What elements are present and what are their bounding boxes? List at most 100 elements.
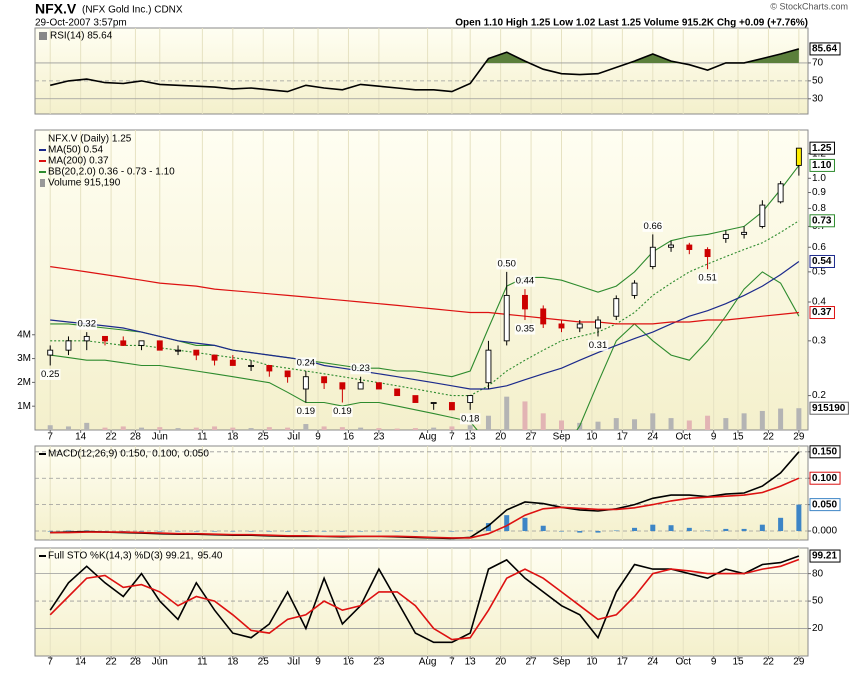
- y-tick-label: 0.000: [812, 526, 837, 537]
- symbol: NFX.V: [35, 1, 77, 17]
- histogram-bar: [759, 524, 765, 532]
- x-tick-label: 22: [106, 432, 118, 443]
- histogram-bar: [632, 527, 638, 532]
- x-tick-label: 7: [449, 657, 455, 668]
- candle-body: [777, 183, 784, 203]
- legend-label: 0.050: [184, 449, 209, 460]
- histogram-bar: [778, 517, 784, 532]
- histogram-bar: [47, 531, 53, 532]
- candle-body: [156, 340, 163, 351]
- candle-body: [522, 294, 528, 310]
- x-tick-label: 28: [130, 432, 142, 443]
- volume-bar: [303, 424, 309, 430]
- volume-bar: [723, 418, 729, 430]
- x-tick-label: Sep: [553, 432, 571, 443]
- price-annotation: 0.44: [516, 276, 535, 287]
- x-tick-label: 29: [793, 657, 805, 668]
- price-annotation: 0.32: [77, 319, 96, 330]
- last-value-box: 1.10: [809, 158, 835, 172]
- price-annotation: 0.35: [516, 324, 535, 335]
- y-tick-label: 0.5: [812, 267, 826, 278]
- credit: © StockCharts.com: [770, 1, 848, 11]
- annotation-background: [295, 357, 317, 369]
- y-tick-label: 0.4: [812, 297, 826, 308]
- candle-body: [120, 340, 127, 346]
- panel-background: [34, 27, 809, 115]
- volume-bar: [394, 428, 400, 430]
- volume-bar: [668, 418, 674, 430]
- candle-body: [394, 388, 401, 397]
- x-tick-label: 7: [47, 432, 53, 443]
- company-name: (NFX Gold Inc.) CDNX: [82, 5, 183, 16]
- histogram-bar: [248, 531, 254, 532]
- candle-body: [485, 349, 492, 384]
- last-value-box: 915190: [809, 401, 849, 415]
- volume-bar: [796, 408, 802, 430]
- x-tick-label: 11: [197, 657, 208, 668]
- histogram-bar: [285, 531, 291, 532]
- legend-swatch: [39, 32, 47, 40]
- histogram-bar: [120, 531, 126, 532]
- candle-body: [704, 249, 711, 258]
- volume-tick-label: 2M: [17, 377, 31, 388]
- legend-label: NFX.V (Daily) 1.25: [48, 134, 132, 145]
- x-tick-label: Jun: [152, 432, 168, 443]
- candle-body: [613, 298, 620, 317]
- candle-body: [430, 402, 437, 404]
- candle-body: [558, 323, 565, 329]
- x-tick-label: 27: [525, 432, 537, 443]
- volume-bar: [449, 426, 455, 430]
- band-line: [50, 220, 800, 397]
- histogram-bar: [796, 504, 802, 532]
- volume-bar: [741, 413, 747, 430]
- x-tick-label: 20: [495, 432, 507, 443]
- price-annotation: 0.31: [589, 340, 608, 351]
- last-value-label: 0.050: [812, 499, 837, 510]
- volume-bar: [595, 421, 601, 430]
- x-tick-label: 25: [258, 432, 270, 443]
- candle-body: [193, 349, 200, 356]
- panel-background: [34, 445, 809, 541]
- histogram-bar: [522, 517, 528, 532]
- x-tick-label: Jul: [287, 657, 300, 668]
- x-tick-label: Aug: [419, 657, 437, 668]
- histogram-bar: [84, 530, 90, 532]
- candle-body: [503, 294, 510, 342]
- legend-label: Full STO %K(14,3) %D(3) 99.21,: [48, 551, 193, 562]
- x-tick-label: 9: [711, 432, 717, 443]
- volume-bar: [650, 413, 656, 430]
- x-tick-label: 9: [315, 432, 321, 443]
- volume-bar: [358, 427, 364, 430]
- candle-body: [175, 349, 181, 352]
- x-tick-label: 28: [130, 657, 142, 668]
- candle-body: [302, 376, 309, 390]
- series-line: [50, 48, 800, 93]
- volume-bar: [376, 428, 382, 430]
- x-tick-label: Oct: [675, 432, 691, 443]
- x-tick-label: 14: [75, 657, 87, 668]
- y-tick-label: 0.2: [812, 390, 826, 401]
- last-value-box: 0.54: [809, 254, 835, 268]
- volume-tick-label: 3M: [17, 353, 31, 364]
- series-line: [50, 266, 799, 325]
- band-line: [50, 271, 800, 430]
- x-tick-label: 13: [465, 657, 477, 668]
- annotation-background: [76, 318, 97, 330]
- x-tick-label: 9: [711, 657, 717, 668]
- histogram-bar: [723, 528, 729, 532]
- volume-bar: [65, 426, 71, 430]
- volume-bar: [339, 427, 345, 430]
- legend-label: MA(50) 0.54: [48, 145, 103, 156]
- histogram-bar: [65, 530, 71, 532]
- x-tick-label: 22: [106, 657, 118, 668]
- panel-background: [34, 129, 809, 431]
- annotation-background: [514, 323, 536, 335]
- candle-body: [759, 204, 766, 227]
- x-tick-label: Sep: [553, 657, 571, 668]
- annotation-background: [642, 220, 664, 232]
- legend-label: MA(200) 0.37: [48, 156, 109, 167]
- candle-body: [339, 382, 346, 390]
- x-tick-label: 22: [763, 432, 775, 443]
- series-line: [50, 477, 800, 539]
- volume-bar: [230, 427, 236, 430]
